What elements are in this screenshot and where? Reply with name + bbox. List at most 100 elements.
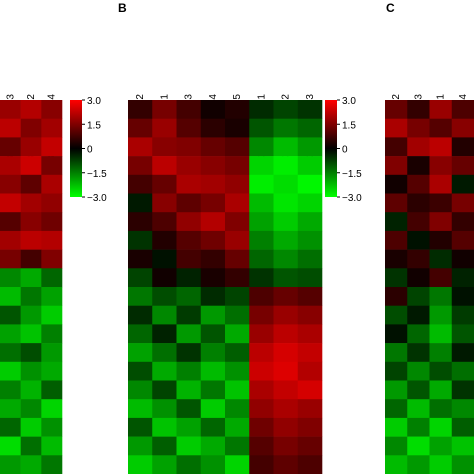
heatmap-cell [407, 174, 430, 194]
heatmap-cell [451, 230, 474, 250]
heatmap-cell [128, 156, 153, 176]
heatmap-cell [176, 174, 202, 194]
heatmap-cell [249, 361, 274, 381]
heatmap-cell [225, 230, 250, 250]
heatmap-cell [225, 156, 250, 176]
heatmap-cell [20, 287, 42, 306]
heatmap-cell [297, 100, 323, 119]
heatmap-cell [0, 417, 21, 437]
heatmap-cell [176, 324, 202, 344]
heatmap-cell [200, 399, 226, 419]
heatmap-cell [273, 193, 299, 213]
heatmap-cell [128, 380, 153, 400]
heatmap-cell [451, 417, 474, 437]
heatmap-cell [20, 100, 42, 119]
heatmap-cell [297, 361, 323, 381]
heatmap-cell [385, 268, 408, 288]
heatmap-cell [0, 100, 21, 119]
heatmap-cell [273, 305, 299, 325]
heatmap-cell [429, 212, 453, 232]
heatmap-cell [273, 343, 299, 363]
heatmap-cell [152, 118, 177, 138]
heatmap-cell [225, 380, 250, 400]
heatmap-cell [429, 137, 453, 157]
heatmap-cell [297, 305, 323, 325]
heatmap-cell [200, 361, 226, 381]
heatmap-cell [385, 361, 408, 381]
heatmap-cell [41, 324, 63, 344]
heatmap-cell [152, 174, 177, 194]
heatmap-cell [41, 100, 63, 119]
heatmap-cell [41, 212, 63, 232]
colorbar-tick-label: 1.5 [342, 120, 356, 131]
heatmap-cell [0, 193, 21, 213]
heatmap-cell [0, 287, 21, 306]
heatmap-cell [429, 417, 453, 437]
heatmap-cell [41, 436, 63, 456]
heatmap-cell [407, 249, 430, 269]
heatmap-cell [176, 455, 202, 474]
heatmap-cell [0, 249, 21, 269]
heatmap-cell [297, 324, 323, 344]
heatmap-cell [385, 343, 408, 363]
heatmap-cell [128, 417, 153, 437]
colorbar-tick-label: 1.5 [87, 120, 101, 131]
heatmap-cell [41, 249, 63, 269]
heatmap-cell [429, 230, 453, 250]
heatmap-cell [249, 324, 274, 344]
heatmap-cell [128, 268, 153, 288]
heatmap-cell [128, 361, 153, 381]
heatmap-cell [451, 137, 474, 157]
heatmap-cell [451, 399, 474, 419]
heatmap-cell [225, 287, 250, 306]
heatmap-cell [249, 100, 274, 119]
heatmap-cell [128, 436, 153, 456]
heatmap-cell [225, 417, 250, 437]
heatmap-cell [152, 399, 177, 419]
heatmap-cell [451, 268, 474, 288]
heatmap-cell [249, 343, 274, 363]
heatmap-cell [225, 324, 250, 344]
heatmap-cell [297, 268, 323, 288]
heatmap-cell [176, 361, 202, 381]
heatmap-cell [249, 230, 274, 250]
heatmap-cell [225, 436, 250, 456]
heatmap-cell [128, 137, 153, 157]
heatmap-cell [41, 156, 63, 176]
heatmap-cell [20, 380, 42, 400]
heatmap-cell [249, 156, 274, 176]
heatmap-cell [20, 361, 42, 381]
heatmap-cell [41, 118, 63, 138]
heatmap-cell [451, 455, 474, 474]
heatmap-cell [407, 287, 430, 306]
heatmap-cell [176, 193, 202, 213]
heatmap-cell [297, 193, 323, 213]
heatmap-cell [451, 100, 474, 119]
heatmap-cell [200, 249, 226, 269]
heatmap-cell [20, 174, 42, 194]
heatmap-cell [249, 118, 274, 138]
heatmap-cell [152, 156, 177, 176]
heatmap-cell [429, 305, 453, 325]
heatmap-cell [41, 268, 63, 288]
heatmap-cell [200, 100, 226, 119]
heatmap-cell [407, 156, 430, 176]
colorbar-tick-label: −3.0 [87, 193, 107, 204]
heatmap-cell [0, 174, 21, 194]
heatmap-cell [200, 436, 226, 456]
heatmap-cell [176, 305, 202, 325]
heatmap-cell [407, 399, 430, 419]
heatmap-cell [152, 455, 177, 474]
heatmap-cell [41, 193, 63, 213]
heatmap-cell [152, 268, 177, 288]
heatmap-cell [385, 455, 408, 474]
heatmap-cell [407, 455, 430, 474]
heatmap-cell [225, 100, 250, 119]
heatmap-cell [0, 118, 21, 138]
heatmap-cell [20, 137, 42, 157]
heatmap-cell [429, 100, 453, 119]
heatmap-cell [249, 417, 274, 437]
heatmap-cell [273, 380, 299, 400]
heatmap-cell [225, 118, 250, 138]
heatmap-cell [249, 455, 274, 474]
